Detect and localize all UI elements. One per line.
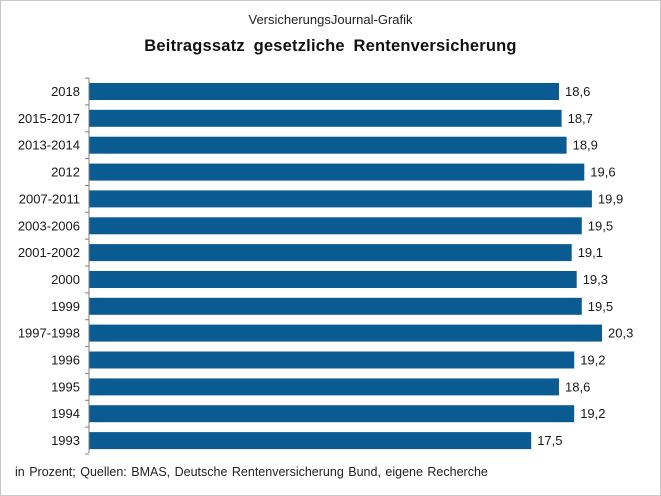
bar (89, 83, 559, 100)
category-label: 1997-1998 (18, 326, 80, 341)
data-label: 19,2 (580, 353, 605, 368)
data-label: 19,5 (588, 218, 613, 233)
category-label: 1999 (51, 299, 80, 314)
bar (89, 405, 575, 423)
bar (89, 271, 577, 288)
data-label: 20,3 (608, 326, 633, 341)
bar (89, 297, 582, 315)
bar (89, 190, 592, 208)
bar (89, 432, 532, 450)
bar (89, 351, 575, 369)
data-label: 19,9 (598, 191, 623, 206)
category-label: 2007-2011 (19, 191, 80, 206)
category-label: 2012 (51, 165, 80, 180)
data-label: 18,9 (573, 138, 598, 153)
category-label: 2000 (51, 272, 80, 287)
bar (89, 136, 567, 154)
data-label: 18,7 (568, 111, 593, 126)
data-label: 17,5 (537, 433, 562, 448)
bar (89, 324, 602, 342)
bar (89, 109, 562, 127)
bar (89, 378, 559, 396)
category-label: 2001-2002 (18, 245, 80, 260)
data-label: 19,5 (588, 299, 613, 314)
chart-footnote: in Prozent; Quellen: BMAS, Deutsche Rent… (15, 465, 488, 479)
category-label: 1995 (51, 379, 80, 394)
category-label: 2018 (51, 84, 80, 99)
chart-title: Beitragssatz gesetzliche Rentenversicher… (144, 37, 517, 55)
chart-source: VersicherungsJournal-Grafik (248, 12, 413, 27)
data-label: 18,6 (565, 379, 590, 394)
data-label: 19,2 (580, 406, 605, 421)
data-label: 19,3 (583, 272, 608, 287)
category-label: 2013-2014 (18, 138, 80, 153)
category-label: 1996 (51, 353, 80, 368)
bar (89, 244, 572, 262)
category-label: 2003-2006 (18, 218, 80, 233)
data-label: 19,1 (578, 245, 603, 260)
category-label: 1994 (51, 406, 80, 421)
category-label: 2015-2017 (18, 111, 80, 126)
data-label: 18,6 (565, 84, 590, 99)
bar (89, 217, 582, 235)
bar (89, 163, 585, 181)
category-label: 1993 (51, 433, 80, 448)
data-label: 19,6 (590, 165, 615, 180)
